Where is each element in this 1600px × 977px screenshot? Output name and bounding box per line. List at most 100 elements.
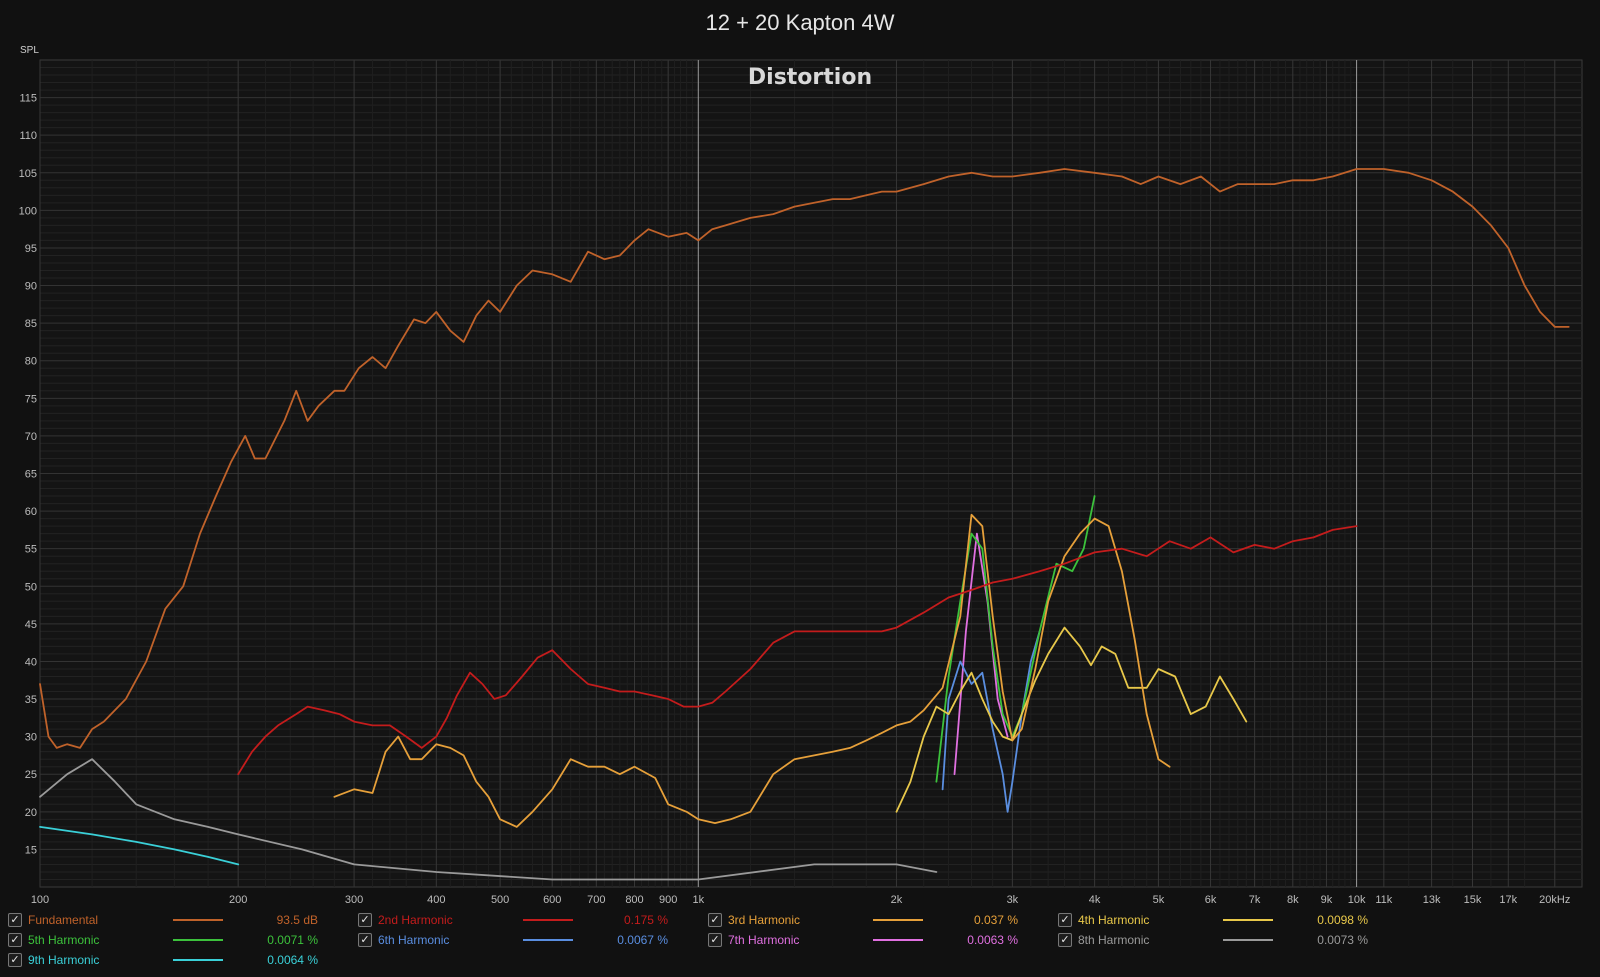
y-tick-label: 35 xyxy=(25,694,37,706)
legend-color-swatch xyxy=(873,939,923,941)
legend-color-swatch xyxy=(873,919,923,921)
legend-color-swatch xyxy=(173,919,223,921)
legend-series-name: Fundamental xyxy=(28,913,99,927)
legend-checkbox[interactable]: ✓ xyxy=(358,933,372,947)
legend-item-2nd-harmonic: ✓ 2nd Harmonic 0.175 % xyxy=(358,910,698,930)
legend-series-name: 9th Harmonic xyxy=(28,953,100,967)
x-tick-label: 6k xyxy=(1205,894,1217,905)
legend-series-value: 0.0098 % xyxy=(1317,913,1368,927)
legend-series-name: 3rd Harmonic xyxy=(728,913,801,927)
legend-item-8th-harmonic: ✓ 8th Harmonic 0.0073 % xyxy=(1058,930,1398,950)
legend-checkbox[interactable]: ✓ xyxy=(708,913,722,927)
legend-series-value: 0.0067 % xyxy=(617,933,668,947)
y-tick-label: 80 xyxy=(25,356,37,368)
legend-item-fundamental: ✓ Fundamental 93.5 dB xyxy=(8,910,348,930)
chart-title: Distortion xyxy=(748,65,872,90)
series-line-8th-harmonic xyxy=(39,758,938,881)
series-line-7th-harmonic xyxy=(953,532,1009,776)
legend-item-4th-harmonic: ✓ 4th Harmonic 0.0098 % xyxy=(1058,910,1398,930)
y-tick-label: 75 xyxy=(25,393,37,405)
x-tick-label: 800 xyxy=(625,894,643,905)
y-tick-label: 55 xyxy=(25,544,37,556)
legend-item-5th-harmonic: ✓ 5th Harmonic 0.0071 % xyxy=(8,930,348,950)
legend-color-swatch xyxy=(173,959,223,961)
x-tick-label: 15k xyxy=(1464,894,1482,905)
legend-series-value: 0.0064 % xyxy=(267,953,318,967)
legend-series-name: 6th Harmonic xyxy=(378,933,450,947)
y-tick-label: 45 xyxy=(25,619,37,631)
series-line-2nd-harmonic xyxy=(237,525,1358,776)
legend-series-value: 93.5 dB xyxy=(276,913,318,927)
series-lines xyxy=(39,168,1570,881)
legend-checkbox[interactable]: ✓ xyxy=(1058,913,1072,927)
y-axis-label: SPL xyxy=(20,45,39,56)
legend-checkbox[interactable]: ✓ xyxy=(358,913,372,927)
y-tick-label: 70 xyxy=(25,431,37,443)
y-tick-label: 40 xyxy=(25,656,37,668)
y-tick-label: 30 xyxy=(25,732,37,744)
y-tick-label: 15 xyxy=(25,844,37,856)
legend-color-swatch xyxy=(523,919,573,921)
legend-item-6th-harmonic: ✓ 6th Harmonic 0.0067 % xyxy=(358,930,698,950)
legend-series-value: 0.175 % xyxy=(623,913,668,927)
legend-item-7th-harmonic: ✓ 7th Harmonic 0.0063 % xyxy=(708,930,1048,950)
x-tick-label: 7k xyxy=(1249,894,1261,905)
y-tick-label: 90 xyxy=(25,281,37,293)
window-title: 12 + 20 Kapton 4W xyxy=(706,10,895,35)
y-tick-label: 110 xyxy=(19,130,37,142)
legend-series-value: 0.0073 % xyxy=(1317,933,1368,947)
x-tick-label: 500 xyxy=(491,894,509,905)
x-tick-label: 9k xyxy=(1321,894,1333,905)
y-tick-label: 20 xyxy=(25,807,37,819)
y-tick-label: 60 xyxy=(25,506,37,518)
x-tick-label: 600 xyxy=(543,894,561,905)
x-tick-label: 20kHz xyxy=(1539,894,1570,905)
legend-checkbox[interactable]: ✓ xyxy=(8,953,22,967)
x-tick-label: 3k xyxy=(1007,894,1019,905)
legend-color-swatch xyxy=(1223,939,1273,941)
x-tick-label: 200 xyxy=(229,894,247,905)
y-tick-label: 95 xyxy=(25,243,37,255)
x-tick-label: 2k xyxy=(891,894,903,905)
y-tick-label: 115 xyxy=(19,93,37,105)
y-tick-label: 65 xyxy=(25,469,37,481)
legend-color-swatch xyxy=(1223,919,1273,921)
legend-series-name: 2nd Harmonic xyxy=(378,913,453,927)
legend: ✓ Fundamental 93.5 dB ✓ 2nd Harmonic 0.175 % ✓… xyxy=(0,910,1600,977)
x-tick-label: 17k xyxy=(1499,894,1517,905)
legend-color-swatch xyxy=(523,939,573,941)
x-tick-label: 300 xyxy=(345,894,363,905)
y-tick-label: 85 xyxy=(25,318,37,330)
legend-series-name: 8th Harmonic xyxy=(1078,933,1150,947)
legend-series-value: 0.0071 % xyxy=(267,933,318,947)
x-tick-label: 900 xyxy=(659,894,677,905)
x-tick-label: 100 xyxy=(31,894,49,905)
x-tick-label: 4k xyxy=(1089,894,1101,905)
y-tick-label: 105 xyxy=(19,168,37,180)
series-line-4th-harmonic xyxy=(895,626,1248,813)
x-tick-label: 10k xyxy=(1348,894,1366,905)
x-tick-label: 5k xyxy=(1153,894,1165,905)
x-tick-label: 13k xyxy=(1423,894,1441,905)
legend-series-value: 0.0063 % xyxy=(967,933,1018,947)
y-tick-label: 100 xyxy=(19,205,37,217)
y-tick-labels: 15 20 25 30 35 40 45 50 55 60 65 70 75 80 85 90 95 100 105… xyxy=(19,93,37,857)
y-tick-label: 25 xyxy=(25,769,37,781)
legend-item-9th-harmonic: ✓ 9th Harmonic 0.0064 % xyxy=(8,950,348,970)
legend-checkbox[interactable]: ✓ xyxy=(1058,933,1072,947)
legend-checkbox[interactable]: ✓ xyxy=(8,933,22,947)
y-tick-label: 50 xyxy=(25,581,37,593)
x-tick-label: 11k xyxy=(1375,894,1392,905)
legend-checkbox[interactable]: ✓ xyxy=(8,913,22,927)
distortion-chart: 12 + 20 Kapton 4W SPL 15 20 25 30 35 40 45 50 55… xyxy=(19,10,1583,905)
x-tick-label: 1k xyxy=(692,894,704,905)
legend-series-name: 4th Harmonic xyxy=(1078,913,1150,927)
legend-item-3rd-harmonic: ✓ 3rd Harmonic 0.037 % xyxy=(708,910,1048,930)
x-tick-label: 700 xyxy=(587,894,605,905)
series-line-9th-harmonic xyxy=(39,826,240,866)
legend-series-name: 5th Harmonic xyxy=(28,933,100,947)
legend-series-value: 0.037 % xyxy=(973,913,1018,927)
legend-color-swatch xyxy=(173,939,223,941)
legend-checkbox[interactable]: ✓ xyxy=(708,933,722,947)
x-tick-labels: 100 200 300 400 500 600 700 800 900 1k 2k 3k 4k 5k 6k 7… xyxy=(31,894,1571,905)
